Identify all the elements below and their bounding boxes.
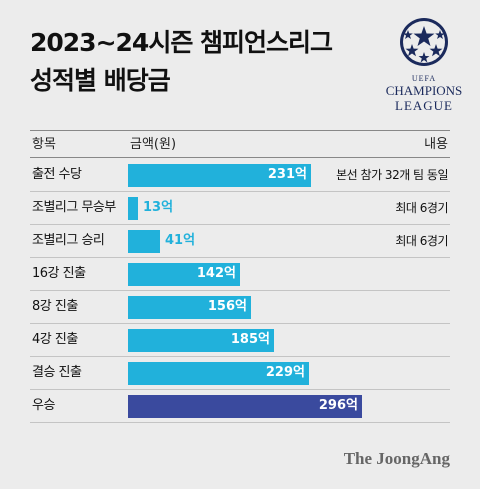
value-label: 229억 bbox=[265, 365, 305, 380]
bar-row: 조별리그 무승부 13억 최대 6경기 bbox=[30, 192, 450, 225]
bar bbox=[128, 395, 362, 418]
logo-league-text: LEAGUE bbox=[395, 98, 453, 113]
table-top-rule bbox=[30, 130, 450, 131]
category-label: 우승 bbox=[32, 398, 55, 413]
bar bbox=[128, 296, 251, 319]
category-label: 조별리그 승리 bbox=[32, 233, 105, 248]
title-line-1: 2023~24시즌 챔피언스리그 bbox=[30, 28, 333, 57]
value-label: 41억 bbox=[165, 233, 196, 248]
chart-title: 2023~24시즌 챔피언스리그 성적별 배당금 bbox=[30, 24, 333, 100]
value-label: 13억 bbox=[143, 200, 174, 215]
bar-row: 우승 296억 bbox=[30, 390, 450, 423]
logo-champions-text: CHAMPIONS bbox=[385, 83, 463, 98]
category-label: 출전 수당 bbox=[32, 167, 82, 182]
header-item: 항목 bbox=[32, 137, 56, 152]
champions-league-logo: UEFA CHAMPIONS LEAGUE bbox=[384, 14, 464, 114]
bar bbox=[128, 230, 160, 253]
row-divider bbox=[30, 224, 450, 225]
value-label: 142억 bbox=[196, 266, 236, 281]
header-amount: 금액(원) bbox=[130, 137, 177, 152]
bar-row: 8강 진출 156억 bbox=[30, 291, 450, 324]
row-divider bbox=[30, 191, 450, 192]
title-line-2: 성적별 배당금 bbox=[30, 66, 171, 95]
bar bbox=[128, 164, 311, 187]
category-label: 조별리그 무승부 bbox=[32, 200, 116, 215]
logo-uefa-text: UEFA bbox=[411, 74, 437, 83]
bar-row: 4강 진출 185억 bbox=[30, 324, 450, 357]
detail-note: 최대 6경기 bbox=[395, 201, 448, 215]
row-divider bbox=[30, 257, 450, 258]
bar-row: 출전 수당 231억 본선 참가 32개 팀 동일 bbox=[30, 159, 450, 192]
row-divider bbox=[30, 389, 450, 390]
bar bbox=[128, 362, 309, 385]
header-rule bbox=[30, 157, 450, 158]
detail-note: 최대 6경기 bbox=[395, 234, 448, 248]
value-label: 156억 bbox=[207, 299, 247, 314]
bar-row: 16강 진출 142억 bbox=[30, 258, 450, 291]
row-divider bbox=[30, 323, 450, 324]
value-label: 231억 bbox=[267, 167, 307, 182]
value-label: 296억 bbox=[318, 398, 358, 413]
header-detail: 내용 bbox=[424, 137, 448, 152]
bar bbox=[128, 197, 138, 220]
value-label: 185억 bbox=[230, 332, 270, 347]
bar bbox=[128, 329, 274, 352]
category-label: 4강 진출 bbox=[32, 332, 78, 347]
bar-row: 결승 진출 229억 bbox=[30, 357, 450, 390]
category-label: 결승 진출 bbox=[32, 365, 82, 380]
source-credit: The JoongAng bbox=[343, 449, 450, 468]
category-label: 8강 진출 bbox=[32, 299, 78, 314]
row-divider bbox=[30, 290, 450, 291]
bar-row: 조별리그 승리 41억 최대 6경기 bbox=[30, 225, 450, 258]
detail-note: 본선 참가 32개 팀 동일 bbox=[336, 168, 448, 182]
row-divider bbox=[30, 422, 450, 423]
category-label: 16강 진출 bbox=[32, 266, 86, 281]
row-divider bbox=[30, 356, 450, 357]
starball-icon bbox=[400, 18, 448, 66]
bar bbox=[128, 263, 240, 286]
